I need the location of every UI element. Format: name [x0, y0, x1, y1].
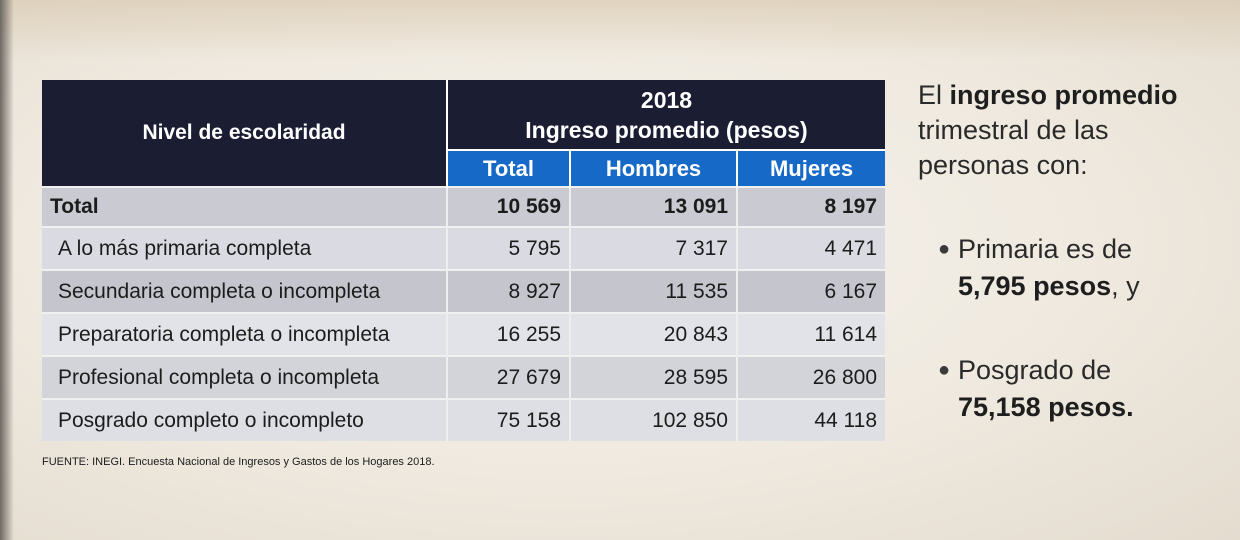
table-row: Secundaria completa o incompleta 8 927 1… [42, 269, 886, 313]
cell-mujeres: 11 614 [735, 312, 886, 356]
cell-mujeres: 4 471 [735, 226, 886, 270]
cell-total: 75 158 [446, 398, 570, 441]
row-label: Posgrado completo o incompleto [42, 398, 447, 441]
table-row-total: Total 10 569 13 091 8 197 [42, 186, 886, 227]
header-education-level: Nivel de escolaridad [42, 80, 448, 187]
header-income-group: 2018 Ingreso promedio (pesos) [447, 80, 886, 150]
cell-hombres: 11 535 [569, 269, 737, 313]
bullet-primaria-value-line: 5,795 pesos, y [938, 268, 1228, 305]
row-label: Secundaria completa o incompleta [42, 269, 447, 313]
summary-line-1: El ingreso promedio [918, 78, 1228, 113]
bullet-posgrado-label: Posgrado de [958, 355, 1112, 385]
bullet-dot-icon: ● [938, 238, 951, 260]
header-year: 2018 [640, 86, 693, 113]
summary-line-2: trimestral de las [918, 115, 1109, 145]
bullet-primaria: ● Primaria es de 5,795 pesos, y [938, 231, 1228, 305]
cell-total: 16 255 [446, 312, 570, 356]
cell-hombres: 102 850 [569, 398, 737, 441]
bullet-primaria-label: Primaria es de [958, 234, 1133, 264]
cell-hombres: 20 843 [569, 312, 737, 356]
table-row: A lo más primaria completa 5 795 7 317 4… [42, 226, 886, 270]
cell-hombres: 28 595 [569, 355, 737, 399]
source-note: FUENTE: INEGI. Encuesta Nacional de Ingr… [42, 456, 435, 468]
summary-intro: El [918, 80, 950, 110]
header-mujeres: Mujeres [735, 149, 886, 187]
photo-edge-shadow [0, 0, 14, 540]
summary-text: El ingreso promedio trimestral de las pe… [918, 78, 1228, 183]
row-label: Preparatoria completa o incompleta [42, 312, 447, 356]
bullet-posgrado-value: 75,158 pesos. [958, 392, 1134, 422]
bullet-primaria-tail: , y [1111, 271, 1140, 301]
bullet-primaria-value: 5,795 pesos [958, 271, 1112, 301]
table-row: Profesional completa o incompleta 27 679… [42, 355, 886, 399]
summary-line-3: personas con: [918, 150, 1088, 180]
cell-mujeres: 44 118 [735, 398, 886, 441]
cell-total: 5 795 [446, 226, 570, 270]
header-income-label: Ingreso promedio (pesos) [525, 116, 808, 143]
income-table: Nivel de escolaridad 2018 Ingreso promed… [42, 80, 886, 441]
cell-total: 10 569 [446, 186, 570, 227]
row-label: Total [42, 186, 447, 227]
summary-intro-bold: ingreso promedio [949, 80, 1178, 110]
cell-hombres: 13 091 [569, 186, 737, 227]
header-total: Total [447, 149, 570, 187]
cell-total: 8 927 [446, 269, 570, 313]
row-label: A lo más primaria completa [42, 226, 447, 270]
photo-glare [0, 0, 1240, 60]
cell-total: 27 679 [446, 355, 570, 399]
row-label: Profesional completa o incompleta [42, 355, 447, 399]
bullet-posgrado: ● Posgrado de 75,158 pesos. [938, 352, 1228, 426]
bullet-dot-icon: ● [938, 359, 951, 381]
cell-mujeres: 26 800 [735, 355, 886, 399]
header-hombres: Hombres [569, 149, 737, 187]
table-row: Posgrado completo o incompleto 75 158 10… [42, 398, 886, 441]
cell-mujeres: 6 167 [735, 269, 886, 313]
cell-hombres: 7 317 [569, 226, 737, 270]
table-row: Preparatoria completa o incompleta 16 25… [42, 312, 886, 356]
cell-mujeres: 8 197 [735, 186, 886, 227]
